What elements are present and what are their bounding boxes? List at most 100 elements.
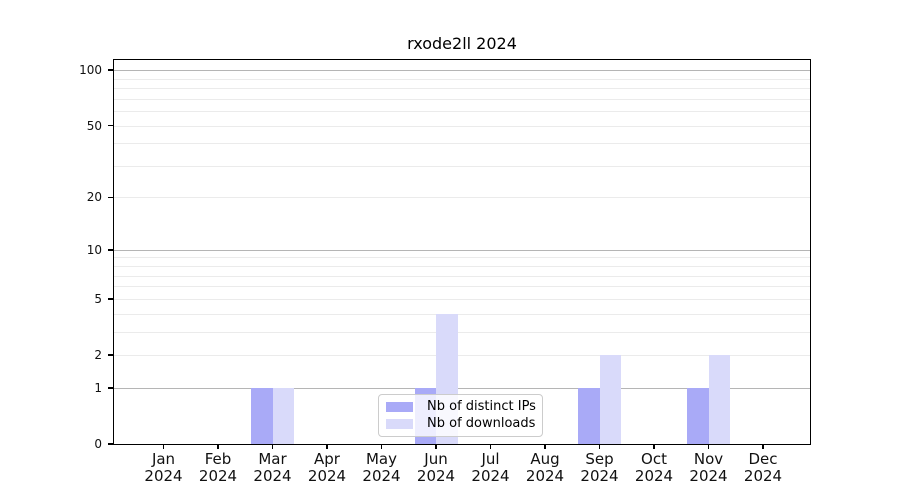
x-tick-label-month: May: [365, 450, 397, 468]
legend-swatch-downloads-icon: [386, 419, 413, 429]
gridline-minor: [114, 111, 810, 113]
x-tick-label-month: Dec: [748, 450, 778, 468]
y-tick-mark: [108, 249, 114, 251]
bar-distinct-ips: [687, 387, 709, 444]
x-tick-label: Jun 2024: [406, 451, 466, 485]
x-tick-label-year: 2024: [689, 467, 728, 485]
bar-downloads: [708, 355, 730, 444]
x-tick-label-year: 2024: [743, 467, 783, 485]
x-tick-label-year: 2024: [416, 467, 456, 485]
y-tick-mark: [108, 124, 114, 127]
x-tick-label-year: 2024: [253, 467, 292, 485]
x-tick-mark: [380, 444, 383, 449]
x-tick-label-year: 2024: [198, 467, 238, 485]
x-tick-label-month: Nov: [693, 450, 724, 468]
x-tick-label: Mar 2024: [243, 451, 303, 485]
x-tick-label-month: Apr: [314, 450, 340, 468]
y-tick-label: 1: [94, 380, 102, 395]
x-tick-mark: [162, 444, 165, 449]
gridline-minor: [114, 78, 810, 80]
x-tick-label-month: Jun: [424, 450, 448, 468]
y-tick-label: 50: [86, 118, 102, 133]
y-tick-mark: [108, 196, 114, 199]
gridline-minor: [114, 286, 810, 288]
x-tick-label-year: 2024: [634, 467, 674, 485]
x-tick-label-year: 2024: [580, 467, 619, 485]
x-tick-label-month: Aug: [530, 450, 560, 468]
bar-distinct-ips: [578, 387, 600, 444]
x-tick-label-month: Feb: [204, 450, 232, 468]
x-tick-label-month: Mar: [258, 450, 287, 468]
x-tick-label: Feb 2024: [188, 451, 248, 485]
plot-frame: [112, 58, 811, 445]
gridline-minor: [114, 98, 810, 100]
gridline-minor: [114, 298, 810, 300]
bar-downloads: [272, 387, 294, 444]
y-tick-mark: [108, 443, 114, 445]
gridline-minor: [114, 331, 810, 333]
gridline-major: [114, 70, 810, 72]
gridline-minor: [114, 257, 810, 259]
x-tick-mark: [707, 444, 710, 449]
legend-label-distinct-ips: Nb of distinct IPs: [427, 399, 536, 414]
y-tick-label: 20: [86, 190, 102, 205]
x-tick-label: Jan 2024: [134, 451, 194, 485]
x-tick-label-month: Jul: [481, 450, 500, 468]
x-tick-mark: [271, 444, 274, 449]
x-tick-mark: [653, 444, 655, 449]
x-tick-label-month: Oct: [641, 450, 667, 468]
gridline-minor: [114, 88, 810, 90]
y-tick-label: 10: [86, 242, 102, 257]
x-tick-label: Apr 2024: [297, 451, 357, 485]
x-tick-label-month: Jan: [151, 450, 176, 468]
y-tick-label: 5: [94, 291, 102, 306]
legend-label-downloads: Nb of downloads: [427, 416, 536, 431]
x-tick-label-year: 2024: [471, 467, 510, 485]
x-tick-mark: [598, 444, 601, 449]
gridline-minor: [114, 165, 810, 167]
x-tick-label: Jul 2024: [461, 451, 521, 485]
gridline-minor: [114, 266, 810, 268]
y-tick-mark: [108, 298, 114, 300]
gridline-minor: [114, 275, 810, 277]
gridline-minor: [114, 355, 810, 356]
gridline-minor: [114, 197, 810, 199]
chart-title: rxode2ll 2024: [407, 34, 517, 53]
y-tick-label: 0: [94, 437, 102, 451]
gridline-major: [114, 387, 810, 389]
gridline-major: [114, 249, 810, 251]
x-tick-label-year: 2024: [144, 467, 183, 485]
x-tick-mark: [544, 444, 546, 449]
x-tick-mark: [326, 444, 328, 449]
x-tick-mark: [217, 444, 219, 449]
x-tick-label: Oct 2024: [624, 451, 684, 485]
x-tick-label: May 2024: [352, 451, 412, 485]
x-tick-label-month: Sep: [585, 450, 614, 468]
x-tick-label: Aug 2024: [515, 451, 575, 485]
x-tick-label-year: 2024: [525, 467, 565, 485]
legend-swatch-distinct-ips-icon: [386, 402, 413, 412]
y-tick-mark: [108, 354, 114, 356]
legend-item-distinct-ips: Nb of distinct IPs: [385, 399, 536, 415]
gridline-minor: [114, 143, 810, 145]
y-tick-label: 2: [94, 348, 102, 362]
plot-area: Nb of distinct IPs Nb of downloads 0 1 2 5 1…: [79, 58, 811, 485]
y-tick-mark: [108, 69, 114, 71]
legend-item-downloads: Nb of downloads: [385, 416, 536, 432]
y-tick-label: 100: [79, 63, 102, 78]
bar-distinct-ips: [251, 387, 273, 444]
x-tick-label: Sep 2024: [570, 451, 630, 485]
y-tick-mark: [108, 387, 114, 389]
bar-downloads: [599, 355, 621, 444]
gridline-minor: [114, 125, 810, 127]
x-tick-label: Nov 2024: [679, 451, 739, 485]
legend: Nb of distinct IPs Nb of downloads: [378, 394, 543, 437]
gridline-minor: [114, 313, 810, 315]
x-tick-label-year: 2024: [307, 467, 347, 485]
x-tick-mark: [762, 444, 764, 449]
x-tick-label: Dec 2024: [733, 451, 793, 485]
x-tick-label-year: 2024: [362, 467, 401, 485]
x-tick-mark: [435, 444, 437, 449]
x-tick-mark: [489, 444, 492, 449]
